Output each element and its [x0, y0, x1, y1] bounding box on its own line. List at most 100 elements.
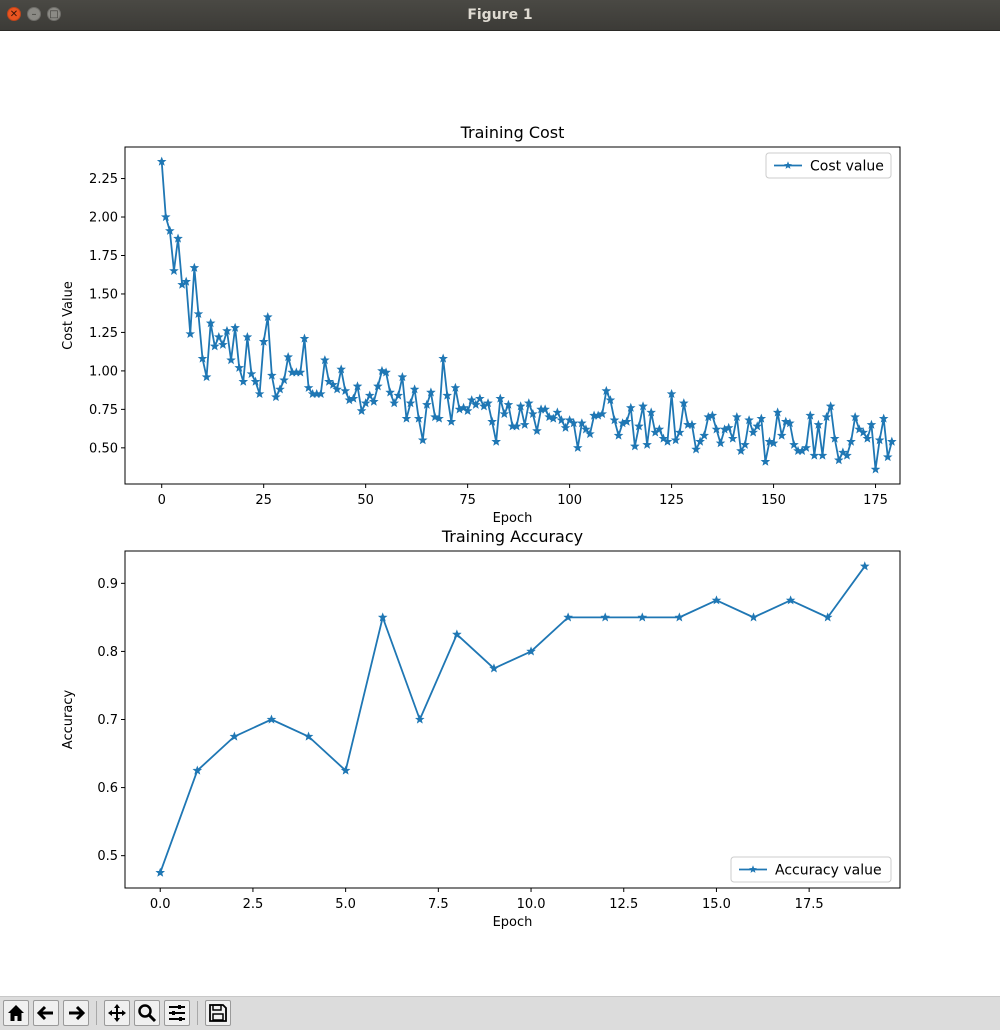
- data-point: [789, 439, 799, 449]
- data-point: [475, 393, 485, 403]
- data-point: [862, 433, 873, 443]
- navigation-toolbar: [0, 996, 1000, 1030]
- data-point: [563, 612, 573, 622]
- data-point: [711, 424, 722, 434]
- data-point: [373, 381, 383, 391]
- data-point: [229, 731, 240, 741]
- window-title: Figure 1: [467, 7, 533, 23]
- x-tick-label: 2.5: [243, 897, 264, 912]
- data-point: [597, 408, 608, 419]
- data-point: [707, 410, 718, 420]
- data-point: [303, 382, 314, 392]
- data-point: [540, 404, 550, 414]
- window-titlebar: ✕ – □ Figure 1: [0, 0, 1000, 31]
- data-point: [568, 418, 579, 428]
- y-axis-label: Accuracy: [61, 690, 76, 750]
- data-point: [727, 433, 738, 443]
- data-point: [181, 276, 191, 286]
- configure-subplots-button[interactable]: [164, 1000, 190, 1026]
- data-point: [846, 436, 856, 446]
- data-point: [266, 714, 277, 724]
- save-button[interactable]: [205, 1000, 231, 1026]
- toolbar-separator: [197, 1001, 198, 1025]
- data-point: [222, 325, 232, 335]
- data-point: [654, 424, 665, 434]
- data-point: [336, 364, 346, 374]
- data-point: [218, 339, 228, 349]
- data-point: [295, 367, 306, 377]
- data-point: [389, 398, 399, 408]
- data-point: [760, 456, 771, 466]
- data-point: [426, 387, 436, 397]
- pan-button[interactable]: [104, 1000, 130, 1026]
- data-point: [189, 262, 200, 272]
- data-point: [161, 211, 171, 222]
- data-point: [369, 396, 379, 406]
- axes-frame: [124, 146, 901, 485]
- data-point: [340, 385, 351, 395]
- data-point: [626, 402, 636, 412]
- data-point: [165, 225, 175, 235]
- data-point: [601, 385, 612, 395]
- data-point: [446, 416, 457, 426]
- data-point: [328, 379, 338, 389]
- forward-button[interactable]: [63, 1000, 89, 1026]
- window-maximize-button[interactable]: □: [47, 7, 61, 21]
- data-point: [691, 444, 701, 454]
- data-point: [442, 390, 453, 400]
- data-point: [246, 368, 257, 379]
- legend-label: Cost value: [810, 159, 884, 175]
- data-point: [772, 407, 783, 417]
- data-point: [776, 430, 787, 440]
- back-button[interactable]: [33, 1000, 59, 1026]
- data-point: [695, 436, 705, 446]
- data-point: [422, 399, 432, 409]
- data-point: [637, 612, 648, 622]
- data-point: [340, 765, 351, 775]
- configure-subplots-icon: [169, 1005, 185, 1021]
- data-point: [809, 450, 820, 460]
- y-tick-label: 0.8: [97, 645, 118, 660]
- data-point: [642, 439, 652, 449]
- forward-icon: [69, 1005, 86, 1021]
- data-point: [752, 421, 763, 431]
- data-point: [532, 425, 542, 435]
- data-point: [352, 381, 363, 391]
- data-point: [666, 388, 677, 399]
- data-point: [756, 413, 767, 423]
- x-tick-label: 17.5: [795, 897, 824, 912]
- data-point: [674, 427, 685, 437]
- data-point: [519, 419, 530, 429]
- data-point: [397, 372, 408, 382]
- data-point: [740, 439, 750, 449]
- data-point: [560, 422, 571, 432]
- data-point: [230, 322, 240, 332]
- zoom-button[interactable]: [134, 1000, 160, 1026]
- x-tick-label: 0.0: [150, 897, 171, 912]
- data-point: [585, 428, 595, 439]
- data-point: [489, 663, 499, 673]
- data-point: [825, 401, 836, 411]
- data-point: [887, 436, 897, 446]
- data-point: [822, 612, 833, 622]
- y-tick-label: 0.50: [89, 441, 118, 456]
- data-point: [600, 612, 610, 622]
- pan-icon: [108, 1004, 126, 1022]
- data-point: [834, 455, 844, 465]
- data-point: [768, 438, 779, 448]
- data-point: [634, 421, 644, 431]
- window-minimize-button[interactable]: –: [27, 7, 41, 21]
- window-close-button[interactable]: ✕: [7, 7, 21, 21]
- figure-canvas[interactable]: Training Cost 0 25 50 75 100 125 150 175 0.50 0.75…: [0, 30, 1000, 996]
- data-point: [723, 422, 734, 432]
- data-point: [413, 413, 424, 423]
- data-point: [621, 416, 632, 426]
- home-button[interactable]: [3, 1000, 29, 1026]
- data-point: [715, 438, 726, 448]
- y-tick-label: 1.25: [89, 326, 118, 341]
- data-point: [169, 265, 179, 275]
- data-point: [173, 233, 183, 243]
- y-tick-label: 0.75: [89, 403, 118, 418]
- data-point: [613, 430, 624, 440]
